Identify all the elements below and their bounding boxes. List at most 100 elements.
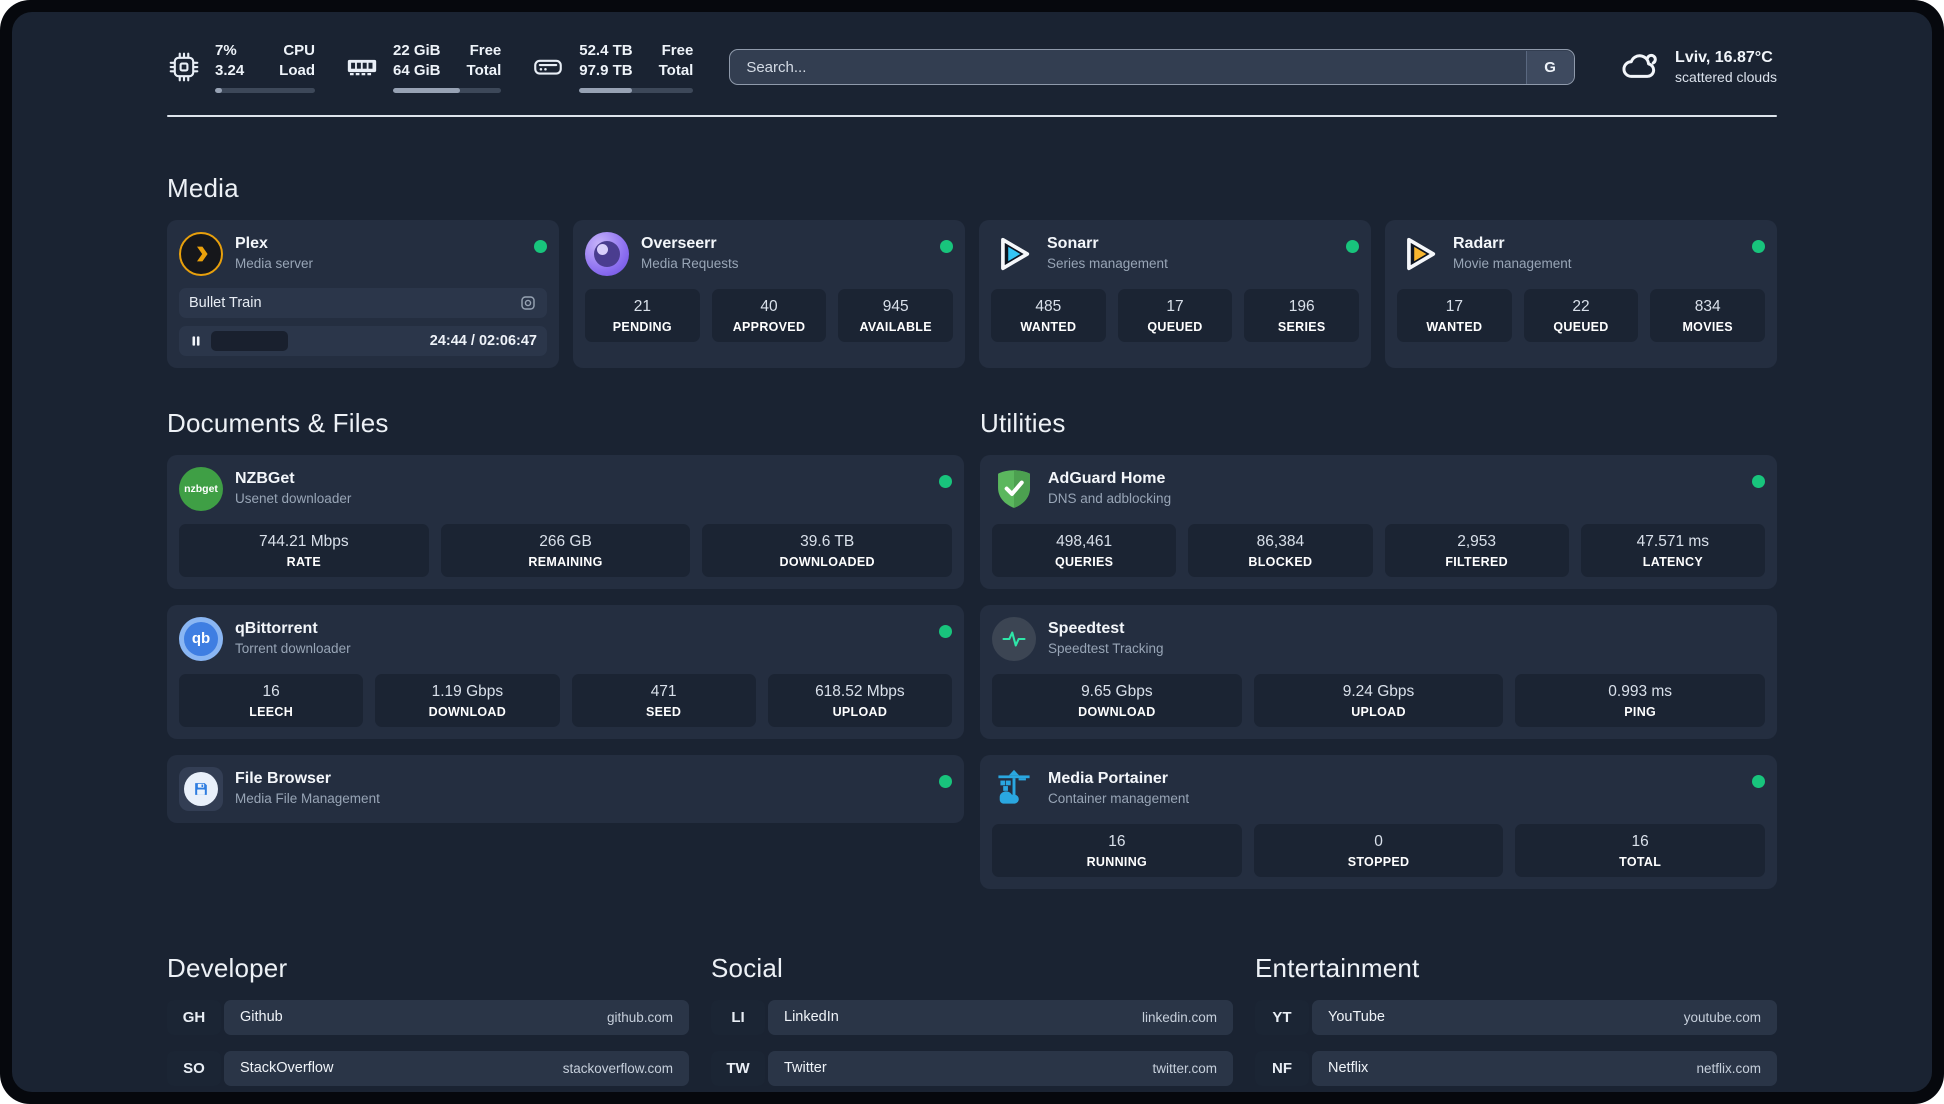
stat-tile: 21 PENDING: [585, 288, 700, 342]
stat-value: 21: [633, 297, 651, 315]
stat-tile: 9.65 Gbps DOWNLOAD: [992, 673, 1242, 727]
system-metrics: 7% 3.24 CPU Load: [167, 42, 694, 93]
app-card-plex[interactable]: Plex Media server Bullet Train: [167, 219, 559, 368]
app-subtitle: Usenet downloader: [235, 490, 352, 506]
section-media: Media Plex Media server: [167, 173, 1777, 368]
player-time: 24:44 / 02:06:47: [429, 332, 537, 349]
bookmark-group-title: Social: [711, 952, 784, 983]
stat-value: 498,461: [1056, 532, 1113, 550]
status-online-dot: [1752, 774, 1765, 788]
plex-now-playing-row: Bullet Train: [179, 287, 547, 318]
plex-icon: [179, 231, 223, 276]
qbittorrent-logo-text: qb: [184, 621, 218, 656]
stat-label: SEED: [646, 704, 682, 719]
stat-value: 834: [1694, 297, 1721, 315]
stat-value: 945: [882, 297, 909, 315]
bookmark-link-linkedin[interactable]: LI LinkedIn linkedin.com: [711, 999, 1233, 1035]
memory-free-label: Free: [469, 42, 502, 59]
app-title: Plex: [235, 234, 268, 252]
stat-label: WANTED: [1426, 319, 1483, 334]
stat-value: 47.571 ms: [1636, 532, 1710, 550]
search-input[interactable]: [729, 49, 1576, 86]
sonarr-icon: [991, 232, 1035, 276]
stat-label: STOPPED: [1347, 854, 1410, 869]
stat-value: 22: [1572, 297, 1590, 315]
search-engine-button[interactable]: G: [1525, 50, 1574, 84]
app-card-sonarr[interactable]: Sonarr Series management 485 WANTED 17 Q…: [979, 219, 1371, 368]
app-subtitle: Series management: [1047, 255, 1168, 271]
bookmark-abbr: YT: [1255, 999, 1309, 1035]
stat-value: 2,953: [1457, 532, 1497, 550]
section-documents-files: Documents & Files nzbget NZBGet Usenet d…: [167, 408, 964, 889]
bookmark-abbr: NF: [1255, 1050, 1309, 1086]
header-divider: [167, 114, 1777, 117]
storage-progress-fill: [579, 87, 632, 93]
app-subtitle: Speedtest Tracking: [1048, 640, 1164, 656]
cpu-load-value: 3.24: [215, 61, 245, 79]
app-card-speedtest[interactable]: Speedtest Speedtest Tracking 9.65 Gbps D…: [980, 604, 1777, 739]
app-title: Sonarr: [1047, 234, 1099, 252]
bookmark-name: YouTube: [1328, 1009, 1385, 1025]
bookmark-abbr: SO: [167, 1050, 221, 1086]
storage-free-label: Free: [661, 42, 694, 59]
app-card-radarr[interactable]: Radarr Movie management 17 WANTED 22 QUE…: [1385, 219, 1777, 368]
app-subtitle: Media File Management: [235, 790, 380, 806]
stat-label: RATE: [286, 554, 321, 569]
stat-value: 16: [262, 682, 280, 700]
stat-label: LEECH: [249, 704, 294, 719]
stat-tile: 945 AVAILABLE: [838, 288, 954, 342]
stat-label: QUEUED: [1553, 319, 1609, 334]
overseerr-icon: [585, 231, 629, 276]
qbittorrent-icon: qb: [179, 616, 223, 661]
weather-widget: Lviv, 16.87°C scattered clouds: [1619, 44, 1777, 91]
dashboard-panel: 7% 3.24 CPU Load: [12, 12, 1932, 1092]
bookmark-link-stackoverflow[interactable]: SO StackOverflow stackoverflow.com: [167, 1050, 689, 1086]
storage-metric: 52.4 TB 97.9 TB Free Total: [531, 42, 694, 93]
video-camera-icon[interactable]: [519, 294, 537, 312]
stat-tile: 266 GB REMAINING: [440, 523, 691, 577]
bookmark-link-github[interactable]: GH Github github.com: [167, 999, 689, 1035]
bookmark-name: Github: [240, 1009, 283, 1025]
app-title: Overseerr: [641, 234, 717, 252]
app-card-file-browser[interactable]: File Browser Media File Management: [167, 754, 964, 823]
radarr-icon: [1397, 232, 1441, 276]
bookmark-name: Twitter: [784, 1060, 827, 1076]
stat-tile: 17 WANTED: [1397, 288, 1512, 342]
app-title: Radarr: [1453, 234, 1505, 252]
app-title: qBittorrent: [235, 619, 318, 637]
stat-label: RUNNING: [1086, 854, 1148, 869]
app-subtitle: Media server: [235, 255, 314, 271]
app-card-nzbget[interactable]: nzbget NZBGet Usenet downloader 744.21 M…: [167, 454, 964, 589]
stat-label: FILTERED: [1445, 554, 1508, 569]
stat-tile: 834 MOVIES: [1650, 288, 1766, 342]
storage-total-label: Total: [658, 61, 694, 79]
stat-tile: 618.52 Mbps UPLOAD: [767, 673, 952, 727]
stat-label: UPLOAD: [832, 704, 888, 719]
app-card-adguard-home[interactable]: AdGuard Home DNS and adblocking 498,461 …: [980, 454, 1777, 589]
stat-value: 39.6 TB: [800, 532, 855, 550]
memory-total-value: 64 GiB: [393, 61, 441, 79]
storage-free-value: 52.4 TB: [579, 42, 633, 59]
bookmark-link-twitter[interactable]: TW Twitter twitter.com: [711, 1050, 1233, 1086]
bookmark-abbr: GH: [167, 999, 221, 1035]
app-card-overseerr[interactable]: Overseerr Media Requests 21 PENDING 40 A…: [573, 219, 965, 368]
section-title-media: Media: [167, 172, 239, 203]
stat-label: DOWNLOADED: [779, 554, 875, 569]
topbar: 7% 3.24 CPU Load: [12, 42, 1932, 93]
stat-label: DOWNLOAD: [428, 704, 507, 719]
memory-progress-bar: [393, 87, 502, 93]
stat-value: 1.19 Gbps: [431, 682, 504, 700]
app-card-qbittorrent[interactable]: qb qBittorrent Torrent downloader 16: [167, 604, 964, 739]
app-card-media-portainer[interactable]: Media Portainer Container management 16 …: [980, 754, 1777, 889]
stat-tile: 485 WANTED: [991, 288, 1106, 342]
bookmark-link-netflix[interactable]: NF Netflix netflix.com: [1255, 1050, 1777, 1086]
memory-progress-fill: [393, 87, 461, 93]
bookmark-link-youtube[interactable]: YT YouTube youtube.com: [1255, 999, 1777, 1035]
bookmark-url: netflix.com: [1696, 1060, 1761, 1076]
plex-player-progress-row: 24:44 / 02:06:47: [179, 325, 547, 356]
stat-tile: 744.21 Mbps RATE: [179, 523, 429, 577]
bookmark-url: stackoverflow.com: [562, 1060, 673, 1076]
stat-label: DOWNLOAD: [1078, 704, 1156, 719]
status-online-dot: [1346, 239, 1359, 253]
storage-total-value: 97.9 TB: [579, 61, 633, 79]
